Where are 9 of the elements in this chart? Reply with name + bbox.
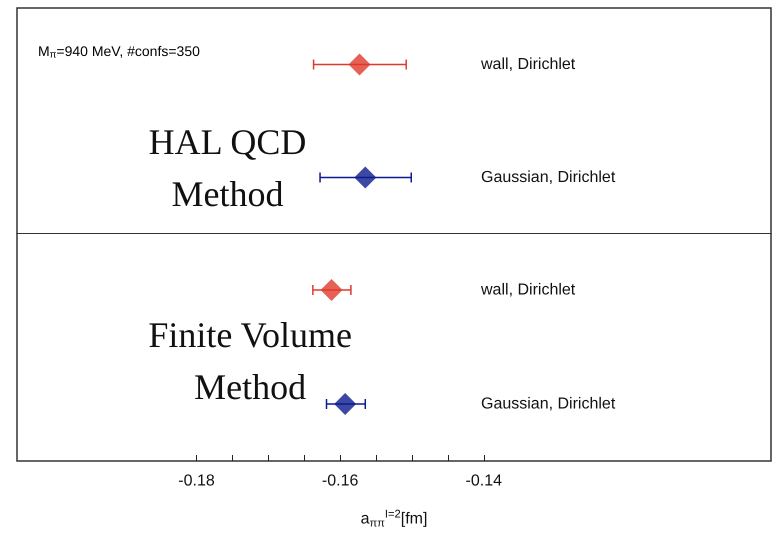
annotation: Finite Volume Method <box>148 315 352 407</box>
y-tick-label: wall, Dirichlet <box>480 56 576 73</box>
annotation: HAL QCD Method <box>148 122 306 214</box>
y-tick-label: Gaussian, Dirichlet <box>481 396 616 412</box>
y-tick-label: Gaussian, Dirichlet <box>481 169 616 186</box>
y-tick-label: wall, Dirichlet <box>480 282 576 298</box>
x-tick-label: -0.14 <box>466 472 502 490</box>
x-tick-label: -0.16 <box>322 472 358 490</box>
x-tick-label: -0.18 <box>178 472 215 490</box>
